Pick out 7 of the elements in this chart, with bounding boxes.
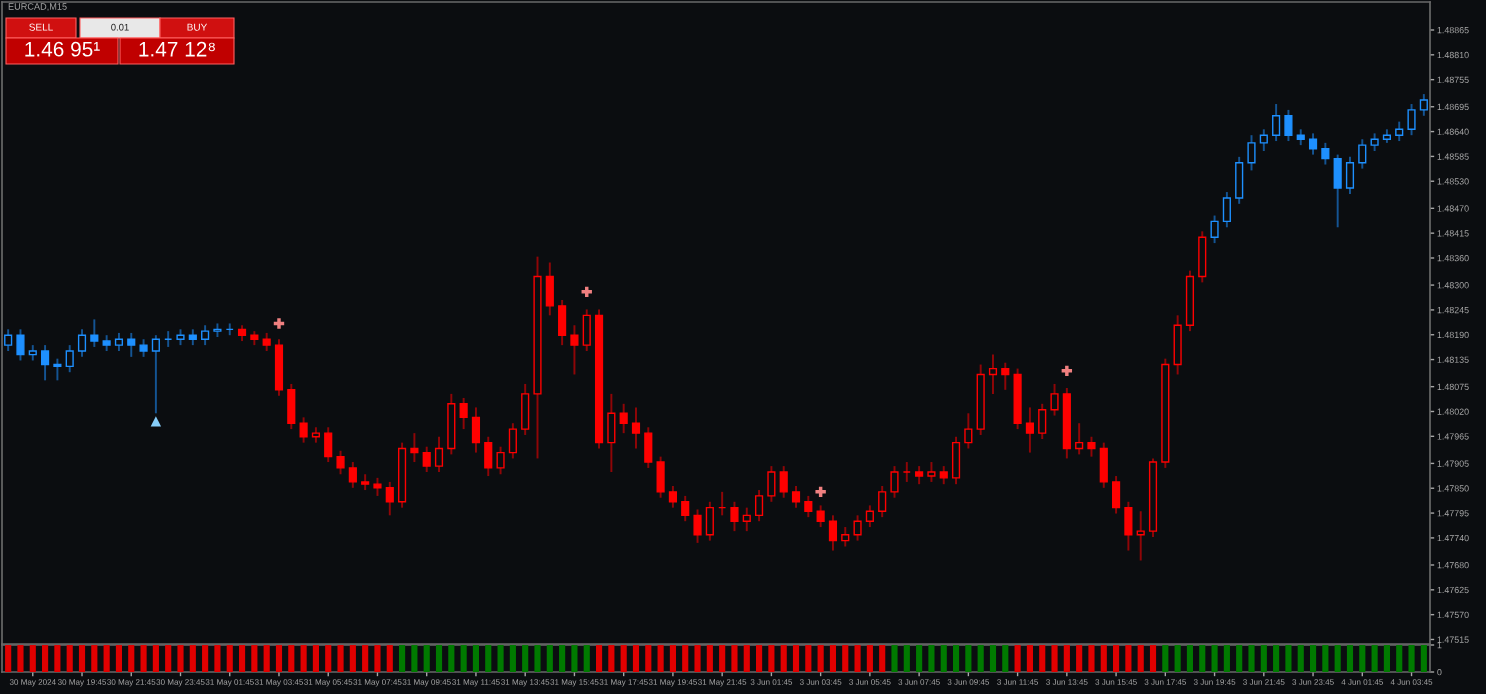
point xyxy=(815,486,826,498)
annotation: 1.46 95¹ xyxy=(25,41,100,57)
point xyxy=(150,416,162,427)
point xyxy=(581,286,592,298)
point xyxy=(1061,365,1073,377)
annotation: 1.47 12⁸ xyxy=(139,41,215,57)
point xyxy=(273,318,285,329)
